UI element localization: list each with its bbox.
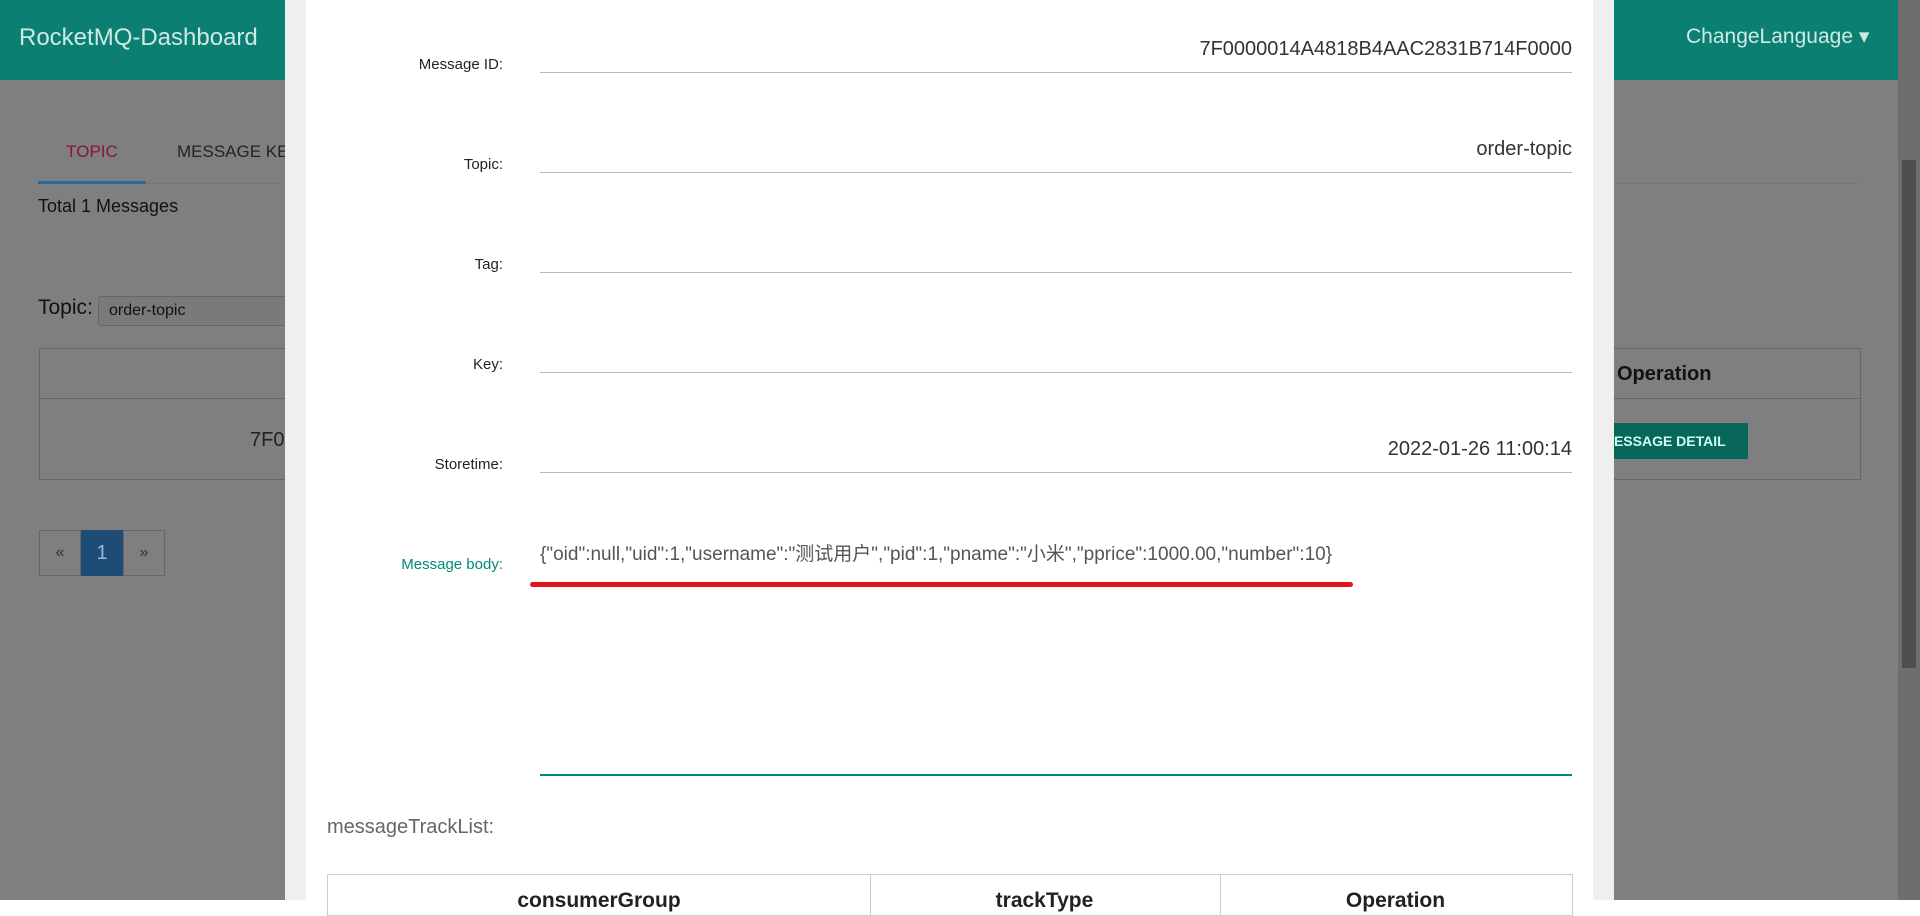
- tab[interactable]: TOPIC: [38, 142, 146, 184]
- track-title: messageTrackList:: [327, 816, 495, 838]
- textarea-underline: [540, 774, 1572, 776]
- message-body[interactable]: {"oid":null,"uid":1,"username":"测试用户","p…: [540, 544, 1333, 565]
- language-label[interactable]: ChangeLanguage: [1686, 25, 1853, 48]
- field-underline: [540, 372, 1572, 373]
- filter-label: Topic:: [38, 296, 93, 319]
- tab[interactable]: MESSAGE KEY: [177, 142, 300, 161]
- column-header: Operation: [1345, 889, 1446, 912]
- field-label: Message ID:: [418, 56, 503, 73]
- modal-body: [306, 0, 1593, 900]
- page-prev[interactable]: «: [39, 530, 81, 576]
- body-label: Message body:: [401, 556, 503, 573]
- total-count: Total 1 Messages: [38, 196, 179, 216]
- highlight-underline: [530, 582, 1353, 587]
- page-next[interactable]: »: [123, 530, 165, 576]
- field-value[interactable]: order-topic: [1476, 138, 1572, 160]
- track-table: consumerGroup trackType Operation: [327, 874, 1573, 916]
- field-underline: [540, 472, 1572, 473]
- field-label: Storetime:: [434, 456, 503, 473]
- modal: [285, 0, 1614, 900]
- field-value[interactable]: 7F0000014A4818B4AAC2831B714F0000: [1199, 38, 1572, 60]
- pagination: « 1 »: [39, 530, 165, 576]
- field-value[interactable]: 2022-01-26 11:00:14: [1387, 438, 1572, 460]
- field-underline: [540, 72, 1572, 73]
- field-label: Topic:: [463, 156, 503, 173]
- field-underline: [540, 272, 1572, 273]
- language-menu[interactable]: ChangeLanguage ▾: [1686, 25, 1870, 48]
- page-number[interactable]: 1: [81, 530, 123, 576]
- column-header: Operation: [1617, 363, 1712, 385]
- brand[interactable]: RocketMQ-Dashboard: [19, 24, 258, 51]
- scrollbar[interactable]: [1898, 0, 1920, 900]
- field-label: Key:: [472, 356, 503, 373]
- field-label: Tag:: [474, 256, 503, 273]
- column-header: trackType: [995, 889, 1094, 912]
- field-underline: [540, 172, 1572, 173]
- column-header: consumerGroup: [517, 889, 681, 912]
